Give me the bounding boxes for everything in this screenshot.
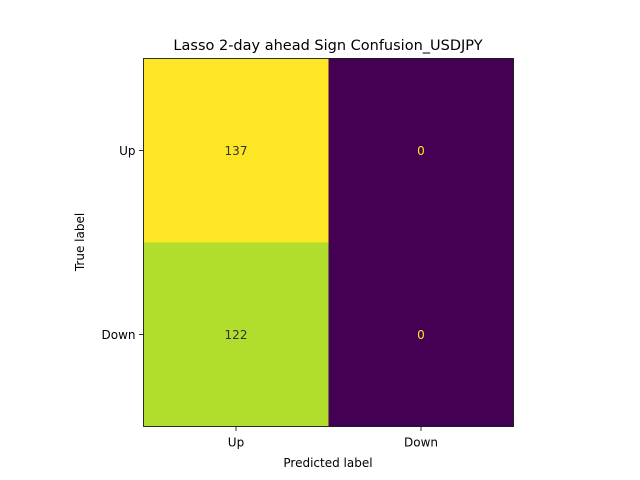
x-axis-ticks: Up Down (228, 426, 438, 450)
cell-value-label: 0 (417, 328, 425, 342)
y-tick-label: Down (101, 328, 135, 342)
y-axis-label: True label (73, 213, 87, 272)
cell-value-label: 122 (225, 328, 248, 342)
cell-value-label: 0 (417, 144, 425, 158)
heatmap-cells (143, 58, 514, 427)
cell-value-label: 137 (225, 144, 248, 158)
y-axis-ticks: Up Down (101, 144, 144, 342)
heatmap-cell (143, 58, 329, 243)
x-axis-label: Predicted label (283, 456, 372, 470)
y-tick-label: Up (119, 144, 135, 158)
heatmap-cell (143, 242, 329, 427)
x-tick-label: Down (404, 436, 438, 450)
x-tick-label: Up (228, 436, 244, 450)
chart-title: Lasso 2-day ahead Sign Confusion_USDJPY (173, 38, 482, 54)
cell-value-labels: 137 0 122 0 (225, 144, 425, 342)
heatmap-cell (328, 58, 514, 243)
plot-frame (143, 58, 514, 427)
heatmap-cell (328, 242, 514, 427)
